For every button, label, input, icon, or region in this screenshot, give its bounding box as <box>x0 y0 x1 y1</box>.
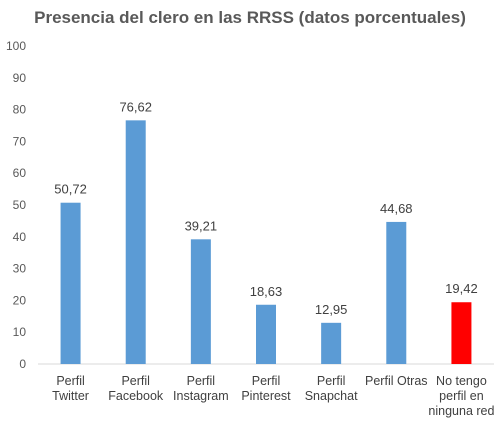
x-category-label: perfil en <box>439 389 484 403</box>
x-category-label: Facebook <box>108 389 164 403</box>
y-tick-label: 0 <box>19 357 26 371</box>
bar <box>190 239 211 364</box>
bar <box>125 120 146 365</box>
y-tick-label: 30 <box>13 262 27 276</box>
bar <box>451 302 472 364</box>
bar <box>60 202 81 364</box>
bar <box>256 304 276 364</box>
x-category-label: Perfil <box>317 374 345 388</box>
x-category-label: Twitter <box>52 389 89 403</box>
data-label: 39,21 <box>185 218 218 233</box>
data-label: 50,72 <box>54 182 87 197</box>
y-tick-label: 50 <box>13 198 27 212</box>
x-category-label: Perfil <box>187 374 215 388</box>
x-category-label: Instagram <box>173 389 229 403</box>
y-tick-label: 60 <box>13 166 27 180</box>
x-category-label: Perfil <box>121 374 149 388</box>
x-category-label: Perfil <box>56 374 84 388</box>
bar <box>386 221 407 364</box>
x-category-label: ninguna red <box>428 404 494 418</box>
data-label: 44,68 <box>380 201 413 216</box>
x-category-label: Perfil Otras <box>365 374 428 388</box>
data-label: 19,42 <box>445 281 478 296</box>
y-tick-label: 20 <box>13 293 27 307</box>
y-tick-label: 80 <box>13 103 27 117</box>
x-category-label: Pinterest <box>241 389 291 403</box>
y-tick-label: 100 <box>6 39 26 53</box>
data-label: 18,63 <box>250 284 283 299</box>
x-category-label: No tengo <box>436 374 487 388</box>
y-tick-label: 90 <box>13 71 27 85</box>
data-label: 76,62 <box>119 99 152 114</box>
data-label: 12,95 <box>315 302 348 317</box>
y-tick-label: 40 <box>13 230 27 244</box>
y-tick-label: 10 <box>13 325 27 339</box>
bar <box>321 322 342 364</box>
x-category-label: Perfil <box>252 374 280 388</box>
y-tick-label: 70 <box>13 134 27 148</box>
chart-title: Presencia del clero en las RRSS (datos p… <box>34 8 466 27</box>
x-category-label: Snapchat <box>305 389 358 403</box>
